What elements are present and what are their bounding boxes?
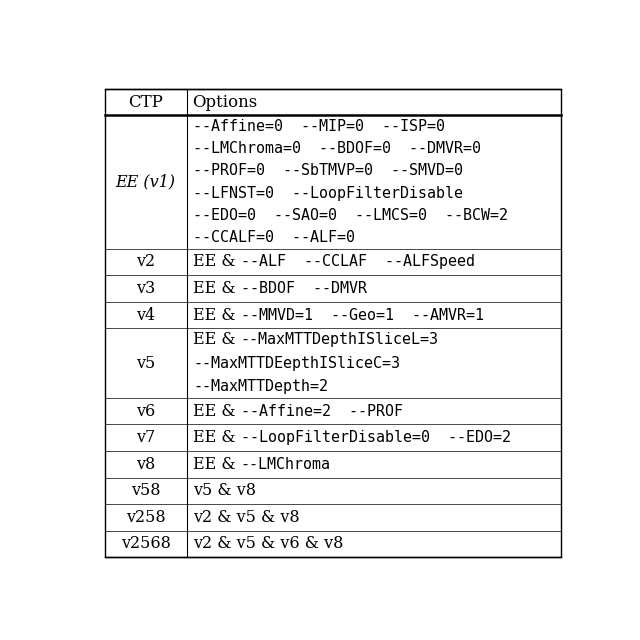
Text: EE &: EE & — [193, 307, 241, 324]
Text: v2 & v5 & v6 & v8: v2 & v5 & v6 & v8 — [193, 536, 344, 552]
Text: --EDO=0  --SAO=0  --LMCS=0  --BCW=2: --EDO=0 --SAO=0 --LMCS=0 --BCW=2 — [193, 208, 508, 223]
Text: --Affine=2  --PROF: --Affine=2 --PROF — [241, 404, 403, 419]
Text: --ALF  --CCLAF  --ALFSpeed: --ALF --CCLAF --ALFSpeed — [241, 255, 475, 269]
Text: --LMChroma=0  --BDOF=0  --DMVR=0: --LMChroma=0 --BDOF=0 --DMVR=0 — [193, 141, 481, 156]
Text: --BDOF  --DMVR: --BDOF --DMVR — [241, 281, 367, 296]
Text: v8: v8 — [136, 456, 156, 473]
Text: v4: v4 — [136, 307, 156, 324]
Text: v2568: v2568 — [121, 536, 171, 552]
Text: --Affine=0  --MIP=0  --ISP=0: --Affine=0 --MIP=0 --ISP=0 — [193, 119, 445, 134]
Text: --MaxMTTDepth=2: --MaxMTTDepth=2 — [193, 379, 328, 394]
Text: v3: v3 — [136, 280, 156, 297]
Text: EE (v1): EE (v1) — [116, 173, 176, 191]
Text: --PROF=0  --SbTMVP=0  --SMVD=0: --PROF=0 --SbTMVP=0 --SMVD=0 — [193, 163, 463, 179]
Text: v2: v2 — [136, 253, 156, 271]
Text: --MaxMTTDEepthISliceC=3: --MaxMTTDEepthISliceC=3 — [193, 356, 400, 371]
Text: v6: v6 — [136, 403, 156, 420]
Text: --MaxMTTDepthISliceL=3: --MaxMTTDepthISliceL=3 — [241, 332, 439, 348]
Text: --LoopFilterDisable=0  --EDO=2: --LoopFilterDisable=0 --EDO=2 — [241, 430, 511, 445]
Text: v7: v7 — [136, 429, 156, 446]
Text: EE &: EE & — [193, 429, 241, 446]
Text: v5: v5 — [136, 355, 156, 372]
Text: v2 & v5 & v8: v2 & v5 & v8 — [193, 509, 300, 526]
Text: Options: Options — [193, 93, 258, 111]
Text: v5 & v8: v5 & v8 — [193, 483, 256, 499]
Text: EE &: EE & — [193, 403, 241, 420]
Text: v258: v258 — [126, 509, 166, 526]
Text: EE &: EE & — [193, 280, 241, 297]
Text: EE &: EE & — [193, 332, 241, 348]
Text: EE &: EE & — [193, 253, 241, 271]
Text: --LFNST=0  --LoopFilterDisable: --LFNST=0 --LoopFilterDisable — [193, 186, 463, 200]
Text: --LMChroma: --LMChroma — [241, 457, 331, 472]
Text: --CCALF=0  --ALF=0: --CCALF=0 --ALF=0 — [193, 230, 355, 245]
Text: EE &: EE & — [193, 456, 241, 473]
Text: --MMVD=1  --Geo=1  --AMVR=1: --MMVD=1 --Geo=1 --AMVR=1 — [241, 308, 484, 323]
Text: CTP: CTP — [128, 93, 163, 111]
Text: v58: v58 — [131, 483, 161, 499]
